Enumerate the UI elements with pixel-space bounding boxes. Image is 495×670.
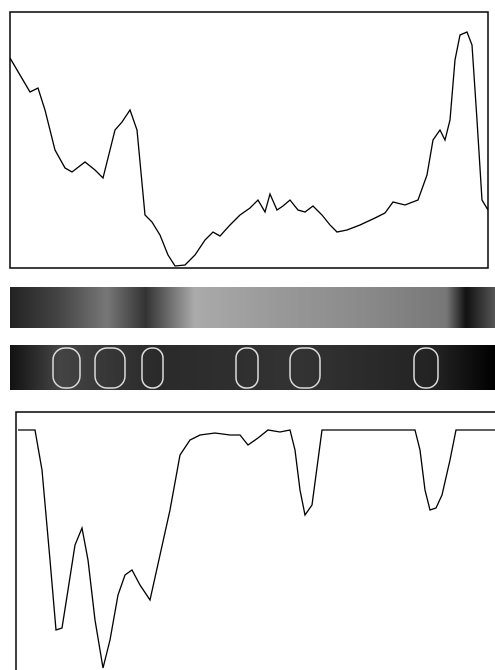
figure: [0, 0, 495, 670]
profile-line: [10, 32, 488, 266]
image-strip: [10, 287, 495, 328]
plot-frame: [16, 412, 495, 670]
image-strip: [10, 345, 495, 390]
plot-frame: [10, 12, 488, 268]
profile-line: [18, 430, 495, 668]
